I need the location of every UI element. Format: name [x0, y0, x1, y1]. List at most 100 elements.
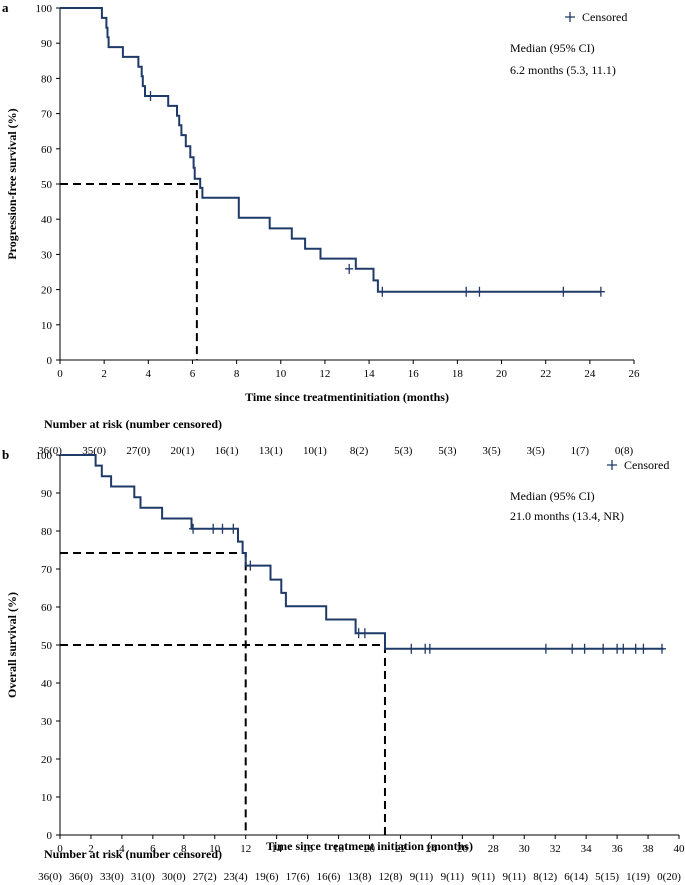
- x-tick-label: 10: [209, 843, 221, 855]
- x-tick-label: 40: [674, 843, 685, 855]
- x-axis-title: Time since treatment initiation (months): [266, 839, 473, 853]
- censored-mark: [378, 286, 387, 297]
- risk-table-title: Number at risk (number censored): [44, 417, 222, 431]
- censored-mark: [619, 643, 628, 654]
- censored-mark: [360, 628, 369, 639]
- risk-table-cell: 27(2): [193, 871, 217, 883]
- risk-table-cell: 13(8): [348, 871, 372, 883]
- x-tick-label: 20: [496, 368, 508, 380]
- risk-table-cell: 16(1): [215, 445, 239, 457]
- censored-mark: [218, 523, 227, 534]
- censored-mark: [657, 643, 666, 654]
- censored-mark: [631, 643, 640, 654]
- risk-table-cell: 10(1): [303, 445, 327, 457]
- risk-table-cell: 13(1): [259, 445, 283, 457]
- risk-table-cell: 8(12): [533, 871, 557, 883]
- x-tick-label: 4: [146, 368, 152, 380]
- legend-censored-marker: [607, 460, 617, 470]
- censored-mark: [146, 91, 155, 101]
- median-reference-line: [60, 644, 386, 835]
- median-annotation-heading: Median (95% CI): [510, 41, 595, 55]
- x-tick-label: 26: [457, 843, 469, 855]
- x-tick-label: 14: [364, 368, 376, 380]
- risk-table-cell: 30(0): [162, 871, 186, 883]
- median-annotation-value: 21.0 months (13.4, NR): [510, 509, 624, 523]
- panel-label: b: [2, 447, 9, 462]
- legend-censored-label: Censored: [582, 10, 627, 24]
- x-tick-label: 16: [302, 843, 314, 855]
- y-tick-label: 30: [41, 249, 53, 261]
- censored-mark: [580, 643, 589, 654]
- censored-mark: [462, 286, 471, 297]
- censored-mark: [246, 560, 255, 571]
- risk-table-cell: 27(0): [126, 445, 150, 457]
- x-tick-label: 6: [190, 368, 196, 380]
- x-tick-label: 4: [119, 843, 125, 855]
- x-tick-label: 38: [643, 843, 655, 855]
- risk-table-cell: 17(6): [286, 871, 310, 883]
- x-tick-label: 20: [364, 843, 376, 855]
- median-annotation-heading: Median (95% CI): [510, 489, 595, 503]
- risk-table-cell: 3(5): [527, 445, 546, 457]
- censored-mark: [599, 643, 608, 654]
- x-tick-label: 26: [629, 368, 641, 380]
- y-tick-label: 100: [36, 3, 53, 15]
- risk-table-cell: 1(7): [571, 445, 590, 457]
- y-axis-title: Progression-free survival (%): [5, 108, 19, 259]
- y-tick-label: 100: [36, 450, 53, 462]
- survival-curve: [60, 454, 664, 650]
- y-tick-label: 80: [41, 73, 53, 85]
- censored-mark: [639, 643, 648, 654]
- risk-table-cell: 9(11): [472, 871, 496, 883]
- risk-table-cell: 5(15): [595, 871, 619, 883]
- risk-table-cell: 5(3): [394, 445, 413, 457]
- risk-table-cell: 0(8): [615, 445, 634, 457]
- panel-label: a: [2, 0, 9, 15]
- risk-table-cell: 19(6): [255, 871, 279, 883]
- y-tick-label: 70: [41, 564, 53, 576]
- y-tick-label: 80: [41, 526, 53, 538]
- x-axis-title: Time since treatmentinitiation (months): [245, 390, 449, 404]
- censored-mark: [229, 523, 238, 534]
- x-tick-label: 10: [275, 368, 287, 380]
- x-tick-label: 14: [271, 843, 283, 855]
- risk-table-cell: 36(0): [38, 445, 62, 457]
- censored-mark: [345, 263, 354, 274]
- x-tick-label: 28: [488, 843, 500, 855]
- x-tick-label: 24: [426, 843, 438, 855]
- y-tick-label: 90: [41, 488, 53, 500]
- x-tick-label: 8: [234, 368, 240, 380]
- y-tick-label: 20: [41, 285, 53, 297]
- censored-mark: [475, 286, 484, 297]
- y-tick-label: 10: [41, 320, 53, 332]
- risk-table-cell: 9(11): [410, 871, 434, 883]
- y-tick-label: 40: [41, 678, 53, 690]
- risk-table-cell: 6(14): [564, 871, 588, 883]
- risk-table-cell: 12(8): [379, 871, 403, 883]
- risk-table-cell: 36(0): [38, 871, 62, 883]
- median-reference-line: [60, 183, 198, 360]
- x-tick-label: 2: [101, 368, 107, 380]
- x-tick-label: 22: [540, 368, 551, 380]
- legend-censored-label: Censored: [624, 458, 669, 472]
- survival-curve: [60, 7, 601, 293]
- censored-mark: [209, 523, 218, 534]
- risk-table-cell: 36(0): [69, 871, 93, 883]
- x-tick-label: 32: [550, 843, 561, 855]
- x-tick-label: 8: [181, 843, 187, 855]
- censored-mark: [568, 643, 577, 654]
- x-tick-label: 18: [333, 843, 345, 855]
- censored-mark: [559, 286, 568, 297]
- y-tick-label: 30: [41, 716, 53, 728]
- risk-table-cell: 8(2): [350, 445, 369, 457]
- y-tick-label: 0: [47, 355, 53, 367]
- x-tick-label: 24: [584, 368, 596, 380]
- x-tick-label: 36: [612, 843, 624, 855]
- censored-mark: [541, 643, 550, 654]
- y-tick-label: 60: [41, 602, 53, 614]
- y-axis-title: Overall survival (%): [5, 592, 19, 698]
- risk-table-title: Number at risk (number censored): [44, 847, 222, 861]
- x-tick-label: 12: [240, 843, 251, 855]
- median-reference-line: [60, 552, 247, 835]
- x-tick-label: 34: [581, 843, 593, 855]
